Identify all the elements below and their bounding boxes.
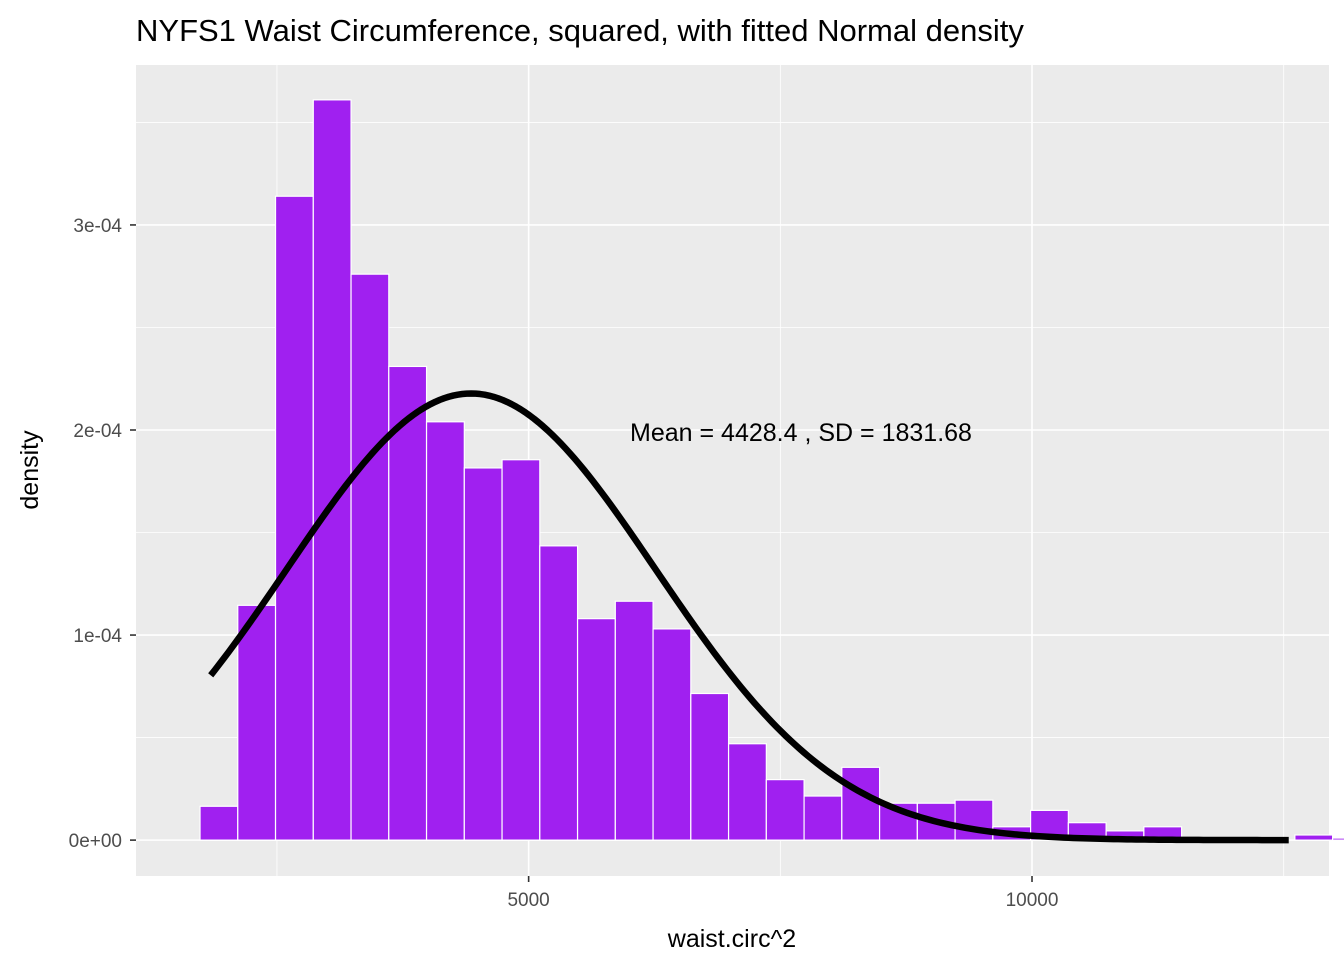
histogram-bar-5 <box>388 365 428 841</box>
x-tick-label-3: 10000 <box>1006 890 1059 911</box>
normal-density-curve <box>208 390 1289 844</box>
histogram-bar-29 <box>1294 834 1334 841</box>
histogram-bar-14 <box>727 743 767 841</box>
histogram-bar-9 <box>539 545 579 841</box>
x-axis: 5000 10000 <box>507 876 1058 911</box>
histogram-bar-8 <box>501 459 541 841</box>
y-tick-label-2: 1e-04 <box>73 626 122 647</box>
y-axis: 0e+00 1e-04 2e-04 3e-04 <box>69 216 136 852</box>
histogram-bar-13 <box>690 692 730 841</box>
histogram-bars <box>199 99 1344 841</box>
y-tick-label-0: 0e+00 <box>69 831 122 852</box>
histogram-bar-11 <box>614 600 654 841</box>
chart-title: NYFS1 Waist Circumference, squared, with… <box>136 13 1024 48</box>
x-axis-title: waist.circ^2 <box>667 925 796 953</box>
histogram-bar-12 <box>652 628 692 841</box>
histogram-bar-10 <box>576 618 616 841</box>
y-tick-label-4: 2e-04 <box>73 421 122 442</box>
histogram-bar-4 <box>350 273 390 841</box>
histogram-bar-0 <box>199 805 239 841</box>
histogram-bar-2 <box>274 195 314 841</box>
x-tick-label-1: 5000 <box>507 890 549 911</box>
histogram-bar-15 <box>765 779 805 841</box>
y-axis-title: density <box>16 430 44 510</box>
histogram-bar-1 <box>237 604 277 841</box>
histogram-bar-7 <box>463 467 503 841</box>
y-tick-label-6: 3e-04 <box>73 216 122 237</box>
histogram-bar-16 <box>803 795 843 841</box>
histogram-bar-30 <box>1332 837 1344 841</box>
histogram-bar-17 <box>841 766 881 841</box>
histogram-bar-6 <box>425 421 465 841</box>
histogram-bar-3 <box>312 99 352 841</box>
mean-sd-annotation: Mean = 4428.4 , SD = 1831.68 <box>630 419 972 447</box>
